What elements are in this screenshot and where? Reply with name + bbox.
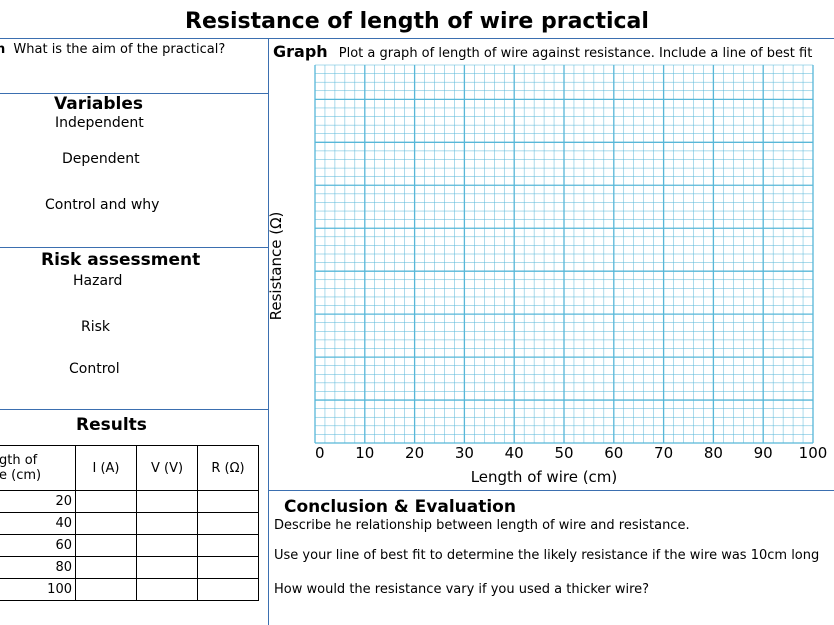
length-header: gth of e (cm) <box>0 445 76 491</box>
results-table: gth of e (cm) I (A) V (V) R (Ω) 20 40 60… <box>0 445 259 601</box>
x-tick-label: 100 <box>799 444 828 462</box>
length-cell: 100 <box>0 578 76 601</box>
length-cell: 40 <box>0 512 76 535</box>
x-tick-labels: 0 10 20 30 40 50 60 70 80 90 100 <box>315 444 827 462</box>
aim-prefix: n <box>0 42 6 57</box>
dependent-label: Dependent <box>62 151 140 167</box>
current-cell[interactable] <box>75 490 137 513</box>
resistance-cell[interactable] <box>197 556 259 579</box>
results-title: Results <box>76 415 147 435</box>
resistance-cell[interactable] <box>197 578 259 601</box>
graph-heading: Graph Plot a graph of length of wire aga… <box>273 42 812 61</box>
voltage-cell[interactable] <box>136 512 198 535</box>
table-row: 20 <box>0 490 259 513</box>
aim-section: n What is the aim of the practical? <box>0 42 225 57</box>
variables-divider <box>0 247 268 248</box>
y-axis-label: Resistance (Ω) <box>268 212 285 321</box>
graph-instruction: Plot a graph of length of wire against r… <box>338 46 813 61</box>
conclusion-question-1: Describe he relationship between length … <box>274 518 690 533</box>
risk-title: Risk assessment <box>41 250 201 270</box>
current-cell[interactable] <box>75 556 137 579</box>
resistance-cell[interactable] <box>197 534 259 557</box>
current-cell[interactable] <box>75 578 137 601</box>
resistance-header: R (Ω) <box>197 445 259 491</box>
graph-label: Graph <box>273 42 328 61</box>
title-divider <box>0 38 834 39</box>
x-axis-label: Length of wire (cm) <box>471 468 618 486</box>
x-tick-label: 90 <box>754 444 773 462</box>
voltage-header: V (V) <box>136 445 198 491</box>
length-cell: 60 <box>0 534 76 557</box>
voltage-cell[interactable] <box>136 490 198 513</box>
risk-divider <box>0 409 268 410</box>
x-tick-label: 60 <box>604 444 623 462</box>
hazard-label: Hazard <box>73 273 123 289</box>
table-row: 80 <box>0 556 259 579</box>
current-cell[interactable] <box>75 534 137 557</box>
resistance-cell[interactable] <box>197 490 259 513</box>
column-divider <box>268 38 269 625</box>
voltage-cell[interactable] <box>136 556 198 579</box>
length-cell: 80 <box>0 556 76 579</box>
graph-paper[interactable]: 0 10 20 30 40 50 60 70 80 90 100 Length of wire (c… <box>268 60 834 490</box>
graph-divider <box>268 490 834 491</box>
x-tick-label: 30 <box>455 444 474 462</box>
x-tick-label: 40 <box>505 444 524 462</box>
length-cell: 20 <box>0 490 76 513</box>
current-header: I (A) <box>75 445 137 491</box>
independent-label: Independent <box>55 115 144 131</box>
risk-control-label: Control <box>69 361 120 377</box>
conclusion-title: Conclusion & Evaluation <box>284 497 516 517</box>
x-tick-label: 80 <box>704 444 723 462</box>
x-tick-label: 70 <box>654 444 673 462</box>
x-tick-label: 20 <box>405 444 424 462</box>
table-row: 60 <box>0 534 259 557</box>
x-tick-label: 50 <box>554 444 573 462</box>
resistance-cell[interactable] <box>197 512 259 535</box>
voltage-cell[interactable] <box>136 534 198 557</box>
length-header-line2: e (cm) <box>0 468 42 483</box>
aim-question: What is the aim of the practical? <box>13 42 226 57</box>
conclusion-question-3: How would the resistance vary if you use… <box>274 582 650 597</box>
variables-title: Variables <box>54 94 144 114</box>
conclusion-question-2: Use your line of best fit to determine t… <box>274 548 820 563</box>
x-tick-label: 0 <box>315 444 325 462</box>
results-header-row: gth of e (cm) I (A) V (V) R (Ω) <box>0 445 259 491</box>
voltage-cell[interactable] <box>136 578 198 601</box>
table-row: 40 <box>0 512 259 535</box>
control-label: Control and why <box>45 197 160 213</box>
grid-lines <box>314 64 814 444</box>
x-tick-label: 10 <box>355 444 374 462</box>
length-header-line1: gth of <box>0 453 38 468</box>
risk-label: Risk <box>81 319 111 335</box>
current-cell[interactable] <box>75 512 137 535</box>
page-title: Resistance of length of wire practical <box>185 9 649 34</box>
aim-divider <box>0 93 268 94</box>
table-row: 100 <box>0 578 259 601</box>
